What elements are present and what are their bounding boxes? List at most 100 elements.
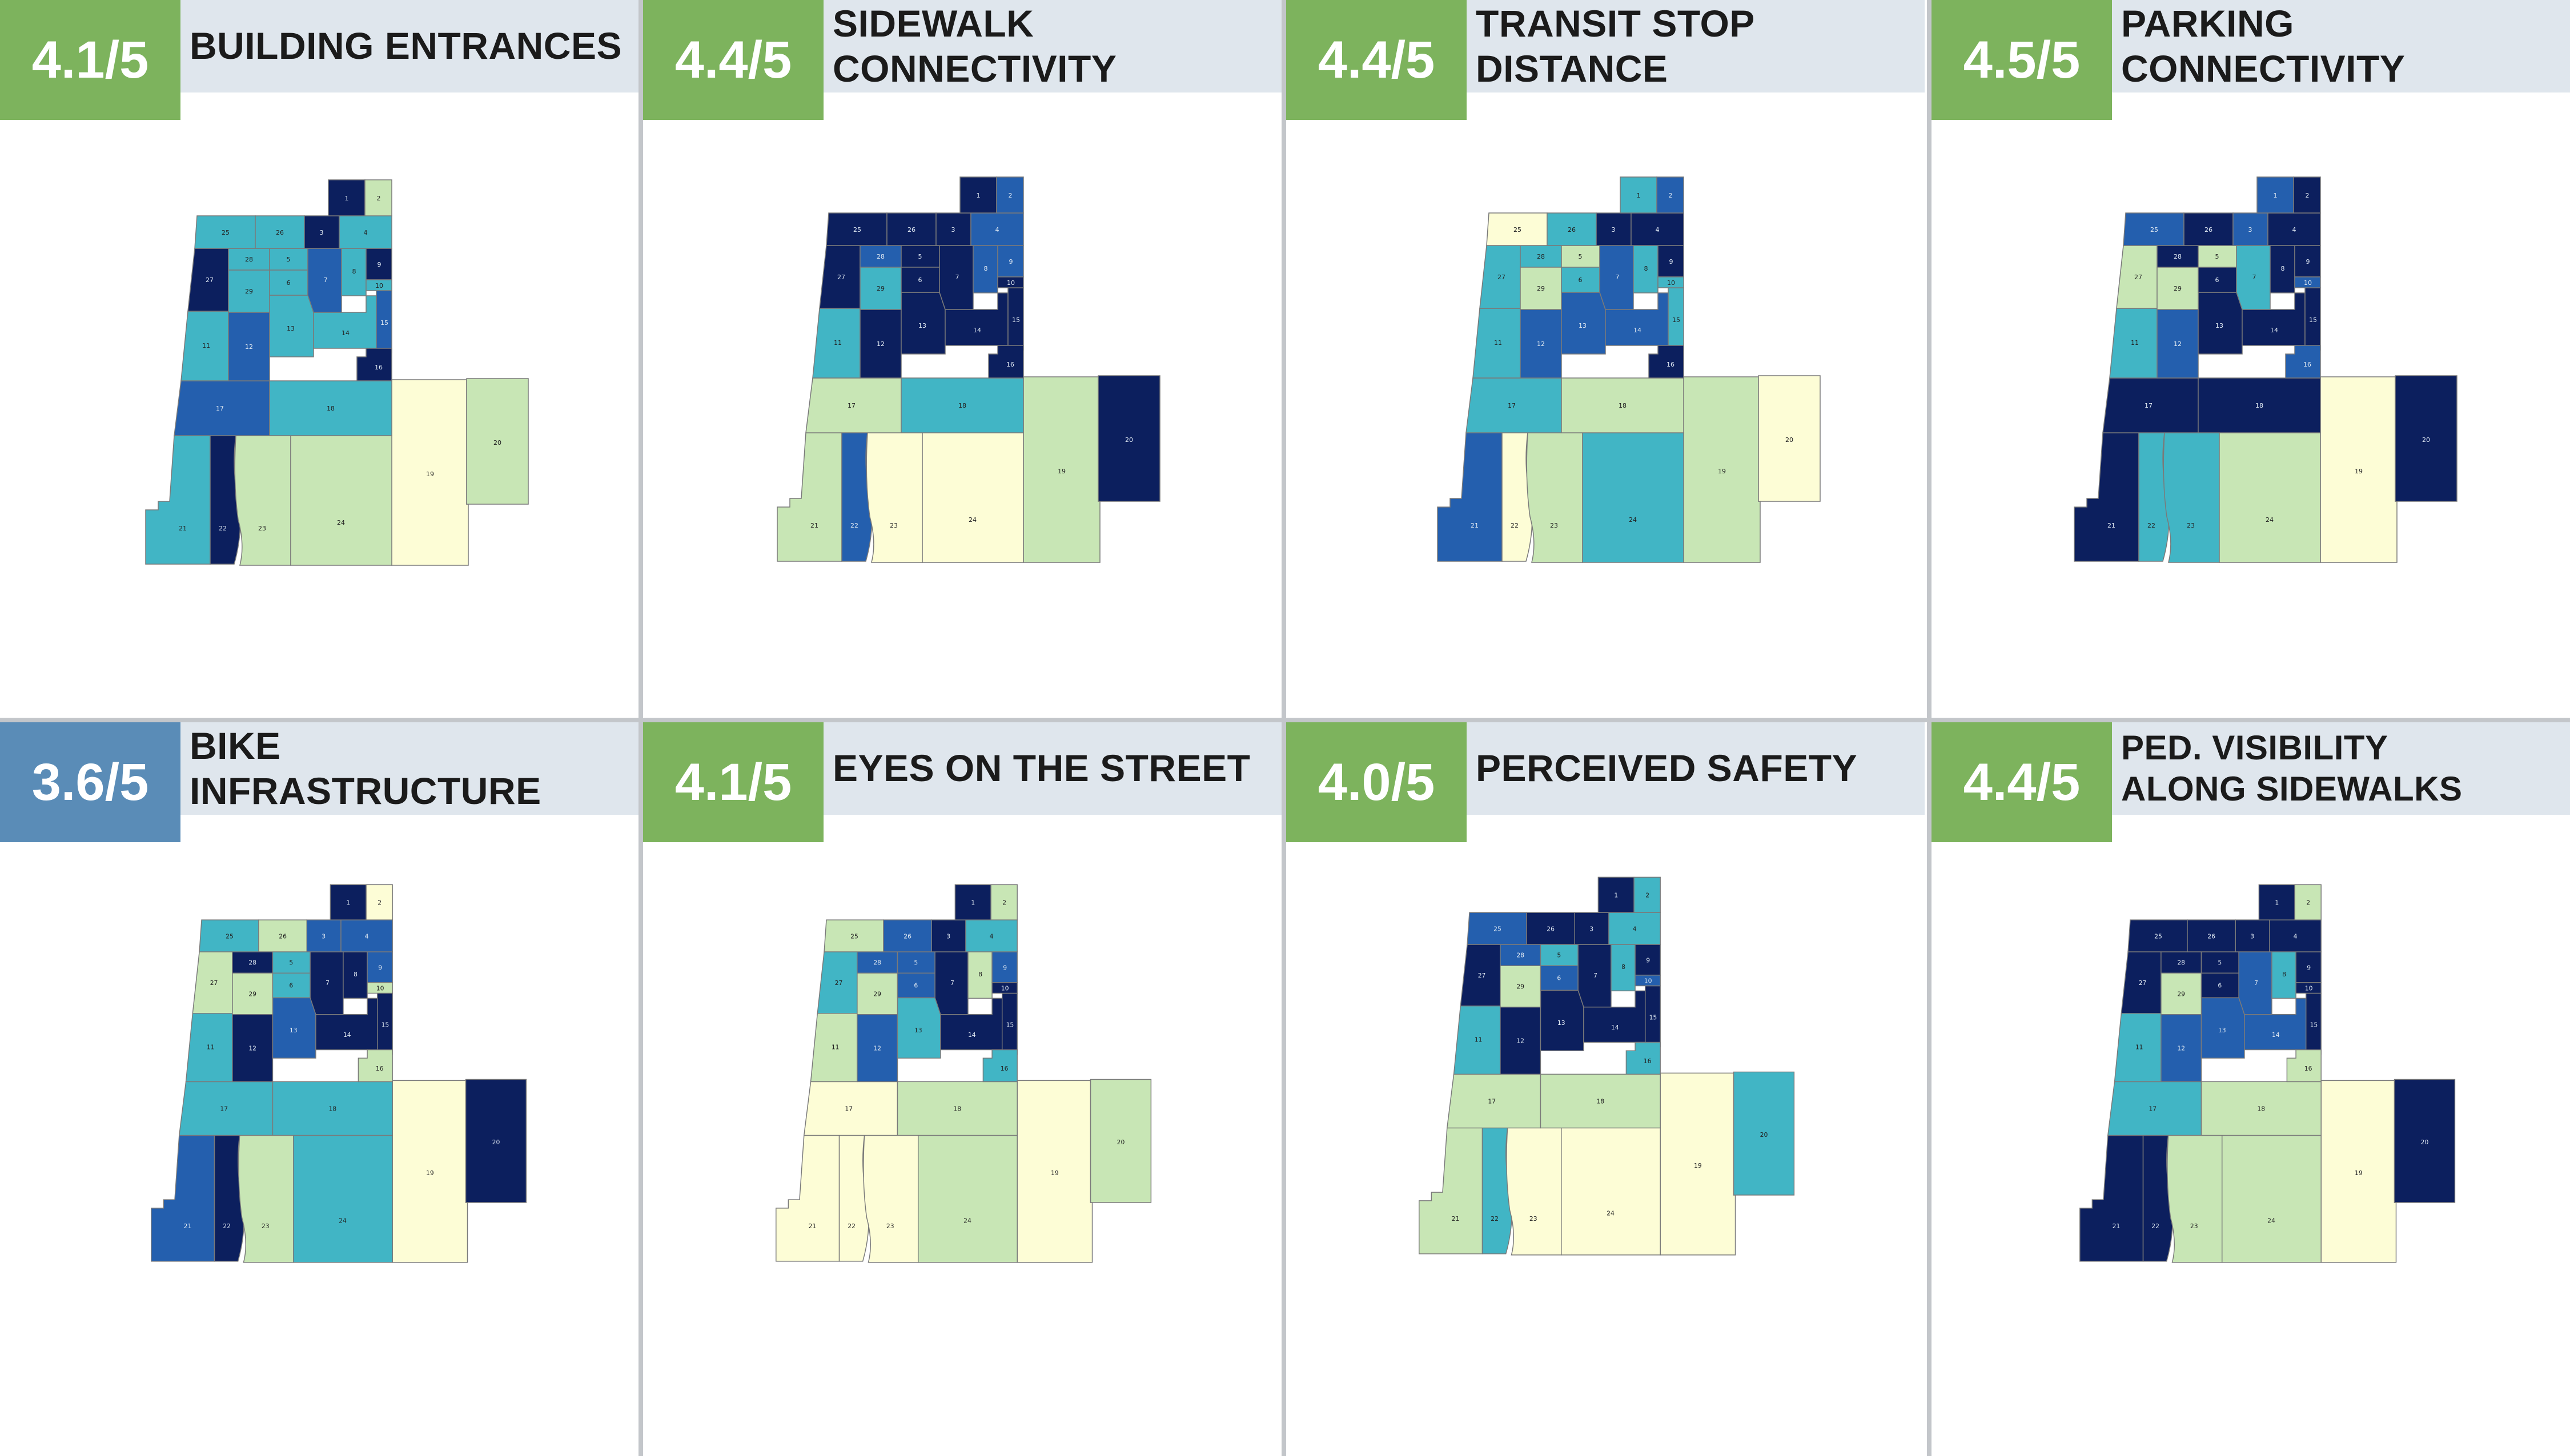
parcel-label-5: 5 xyxy=(2218,959,2222,967)
parcel-23 xyxy=(238,1135,294,1263)
parcel-map: 19 20 21 22 23 24 17 18 11 12 13 14 15 16 27 28 5 29 6 7 8 9 1… xyxy=(0,854,639,1430)
parcel-label-25: 25 xyxy=(853,226,861,234)
panel-title: BIKE INFRASTRUCTURE xyxy=(190,724,541,812)
parcel-label-11: 11 xyxy=(1475,1036,1483,1044)
parcel-label-29: 29 xyxy=(2177,990,2185,998)
parcel-29 xyxy=(2157,267,2199,310)
parcel-label-28: 28 xyxy=(248,959,256,967)
parcel-label-20: 20 xyxy=(2422,436,2430,444)
parcel-2 xyxy=(1633,876,1661,913)
parcel-label-22: 22 xyxy=(1491,1215,1499,1222)
parcel-label-23: 23 xyxy=(886,1222,894,1230)
parcel-label-14: 14 xyxy=(2270,327,2278,334)
parcel-label-4: 4 xyxy=(364,229,368,236)
parcel-label-18: 18 xyxy=(2257,1105,2265,1112)
parcel-24 xyxy=(2221,1135,2322,1263)
parcel-label-12: 12 xyxy=(1516,1037,1524,1044)
parcel-label-26: 26 xyxy=(276,229,284,236)
panel-bike-infrastructure: BIKE INFRASTRUCTURE 3.6/5 19 20 21 22 23 24 17… xyxy=(0,722,639,1439)
parcel-2 xyxy=(364,179,392,216)
parcel-label-15: 15 xyxy=(380,319,388,327)
parcel-label-27: 27 xyxy=(837,273,845,281)
parcel-label-17: 17 xyxy=(216,405,224,412)
parcel-10 xyxy=(997,276,1024,288)
parcel-label-22: 22 xyxy=(2147,522,2155,529)
parcel-16 xyxy=(356,348,392,381)
parcel-label-18: 18 xyxy=(327,405,335,412)
parcel-label-1: 1 xyxy=(1614,892,1618,899)
parcel-label-3: 3 xyxy=(2250,932,2254,940)
parcel-label-13: 13 xyxy=(2215,322,2223,329)
parcel-label-8: 8 xyxy=(354,971,358,978)
parcel-label-13: 13 xyxy=(1557,1019,1565,1027)
parcel-label-6: 6 xyxy=(289,982,293,990)
parcel-label-19: 19 xyxy=(1058,468,1066,475)
parcel-label-12: 12 xyxy=(2174,340,2182,348)
parcel-label-21: 21 xyxy=(184,1222,192,1230)
parcel-label-14: 14 xyxy=(968,1031,976,1039)
parcel-label-22: 22 xyxy=(1511,522,1519,529)
panel-divider xyxy=(1282,0,1286,1456)
parcel-21 xyxy=(2074,432,2139,562)
parcel-label-21: 21 xyxy=(1452,1215,1460,1222)
parcel-label-8: 8 xyxy=(2281,265,2285,272)
parcel-map: 19 20 21 22 23 24 17 18 11 12 13 14 15 16 27 28 5 29 6 7 8 9 1… xyxy=(1286,854,1925,1430)
parcel-label-2: 2 xyxy=(1009,192,1013,199)
parcel-18 xyxy=(269,380,392,436)
parcel-label-7: 7 xyxy=(2252,273,2256,281)
parcel-label-5: 5 xyxy=(287,256,291,263)
parcel-label-6: 6 xyxy=(2215,276,2219,284)
parcel-29 xyxy=(1500,965,1541,1008)
parcel-label-9: 9 xyxy=(378,964,382,971)
parcel-label-29: 29 xyxy=(245,288,253,295)
parcel-label-5: 5 xyxy=(1557,952,1561,959)
parcel-label-19: 19 xyxy=(426,470,434,478)
panel-title-bar: PERCEIVED SAFETY xyxy=(1467,722,1925,815)
parcel-label-1: 1 xyxy=(2275,899,2279,907)
panel-transit-stop-distance: TRANSIT STOP DISTANCE 4.4/5 19 20 21 22 23 24… xyxy=(1286,0,1925,717)
parcel-label-14: 14 xyxy=(1633,327,1641,334)
parcel-label-3: 3 xyxy=(320,229,324,236)
parcel-label-8: 8 xyxy=(2282,971,2286,978)
parcel-label-26: 26 xyxy=(279,932,287,940)
parcel-2 xyxy=(2293,176,2321,214)
parcel-21 xyxy=(2079,1135,2144,1262)
parcel-10 xyxy=(2294,276,2321,288)
parcel-29 xyxy=(860,267,902,310)
parcel-label-22: 22 xyxy=(850,522,858,529)
parcel-label-25: 25 xyxy=(2154,932,2162,940)
parcel-label-27: 27 xyxy=(1497,273,1505,281)
parcel-label-5: 5 xyxy=(289,959,293,967)
parcel-24 xyxy=(1560,1127,1661,1256)
parcel-label-11: 11 xyxy=(2131,339,2139,347)
panel-title: PED. VISIBILITY ALONG SIDEWALKS xyxy=(2121,729,2463,808)
parcel-label-29: 29 xyxy=(248,990,256,998)
parcel-29 xyxy=(857,972,898,1015)
parcel-label-26: 26 xyxy=(903,932,911,940)
parcel-label-3: 3 xyxy=(946,932,950,940)
panel-perceived-safety: PERCEIVED SAFETY 4.0/5 19 20 21 22 23 24 17 18 1… xyxy=(1286,722,1925,1439)
parcel-16 xyxy=(988,345,1024,379)
parcel-label-20: 20 xyxy=(493,439,501,447)
parcel-10 xyxy=(366,279,392,291)
parcel-label-15: 15 xyxy=(2310,1021,2318,1028)
score-badge: 3.6/5 xyxy=(0,722,180,842)
parcel-label-28: 28 xyxy=(1516,952,1524,959)
parcel-label-3: 3 xyxy=(2248,226,2252,234)
parcel-label-2: 2 xyxy=(2306,192,2310,199)
parcel-10 xyxy=(2295,982,2322,994)
parcel-map: 19 20 21 22 23 24 17 18 11 12 13 14 15 16 27 28 5 29 6 7 8 9 1… xyxy=(643,854,1282,1430)
parcel-label-26: 26 xyxy=(2204,226,2212,234)
parcel-23 xyxy=(234,435,291,566)
parcel-21 xyxy=(1419,1127,1483,1254)
parcel-label-28: 28 xyxy=(873,959,881,967)
parcel-label-18: 18 xyxy=(1596,1097,1604,1105)
parcel-map: 19 20 21 22 23 24 17 18 11 12 13 14 15 16 27 28 5 29 6 7 8 9 1… xyxy=(0,131,639,708)
parcel-21 xyxy=(776,1135,840,1262)
parcel-label-24: 24 xyxy=(1629,516,1637,524)
parcel-24 xyxy=(922,432,1024,563)
parcel-label-15: 15 xyxy=(1012,316,1020,324)
